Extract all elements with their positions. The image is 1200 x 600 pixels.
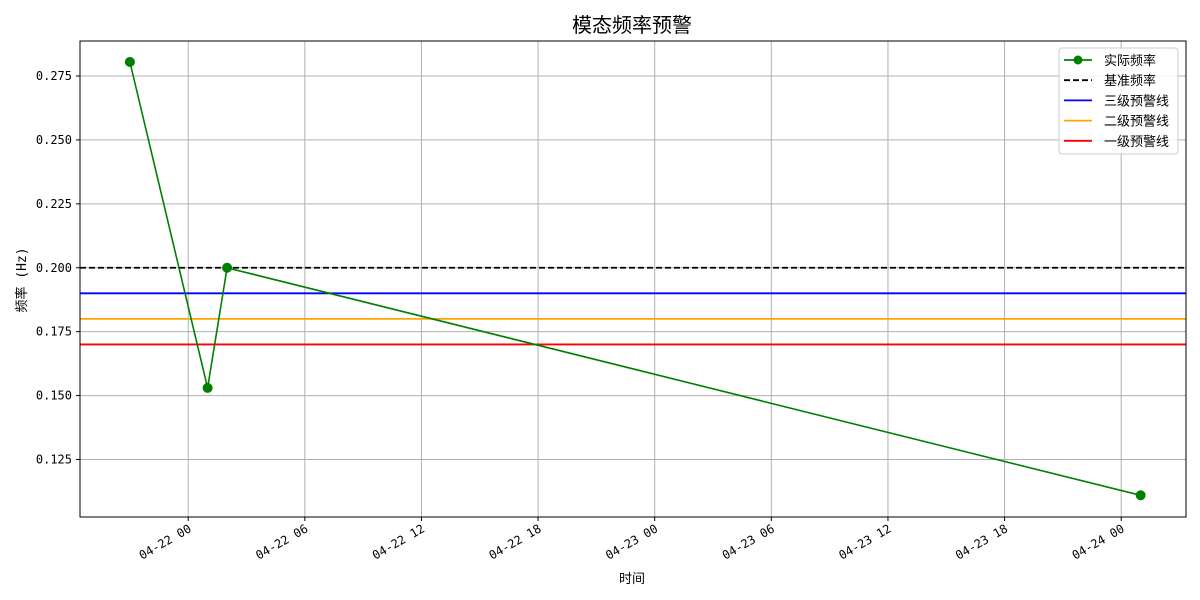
data-point [222, 262, 233, 273]
x-tick-label: 04-23 06 [720, 521, 777, 562]
y-axis-label: 频率 (Hz) [14, 247, 30, 312]
y-tick-label: 0.275 [36, 69, 72, 83]
legend-label: 基准频率 [1104, 73, 1156, 89]
x-tick-label: 04-22 12 [370, 521, 427, 562]
y-tick-label: 0.200 [36, 261, 72, 275]
y-tick-label: 0.125 [36, 452, 72, 466]
series-layer [124, 56, 1146, 501]
plot-area [80, 41, 1186, 517]
legend-label: 二级预警线 [1104, 114, 1169, 130]
chart-title: 模态频率预警 [572, 13, 692, 37]
x-tick-label: 04-23 12 [836, 521, 893, 562]
legend-label: 三级预警线 [1104, 93, 1169, 109]
legend-marker [1073, 55, 1083, 65]
data-point [202, 382, 213, 393]
y-tick-label: 0.225 [36, 197, 72, 211]
x-tick-label: 04-22 18 [487, 521, 544, 562]
plot-frame [79, 40, 1187, 518]
data-point [124, 56, 135, 67]
data-point [1135, 490, 1146, 501]
x-tick-label: 04-23 18 [953, 521, 1010, 562]
series-line [129, 61, 1141, 497]
reference-lines [80, 266, 1186, 346]
y-axis-ticks: 0.125 0.150 0.175 0.200 0.225 0.250 0.275 [36, 69, 80, 466]
y-tick-label: 0.175 [36, 325, 72, 339]
legend-box [1058, 47, 1179, 155]
x-tick-label: 04-22 06 [253, 521, 310, 562]
x-tick-label: 04-24 00 [1070, 521, 1127, 562]
y-tick-label: 0.250 [36, 133, 72, 147]
legend-label: 一级预警线 [1104, 134, 1169, 150]
legend-label: 实际频率 [1104, 53, 1156, 69]
x-axis-label: 时间 [619, 572, 645, 587]
y-tick-label: 0.150 [36, 389, 72, 403]
x-axis-ticks: 04-22 00 04-22 06 04-22 12 04-22 18 04-23 00… [137, 517, 1127, 562]
x-tick-label: 04-22 00 [137, 521, 194, 562]
x-tick-label: 04-23 00 [603, 521, 660, 562]
